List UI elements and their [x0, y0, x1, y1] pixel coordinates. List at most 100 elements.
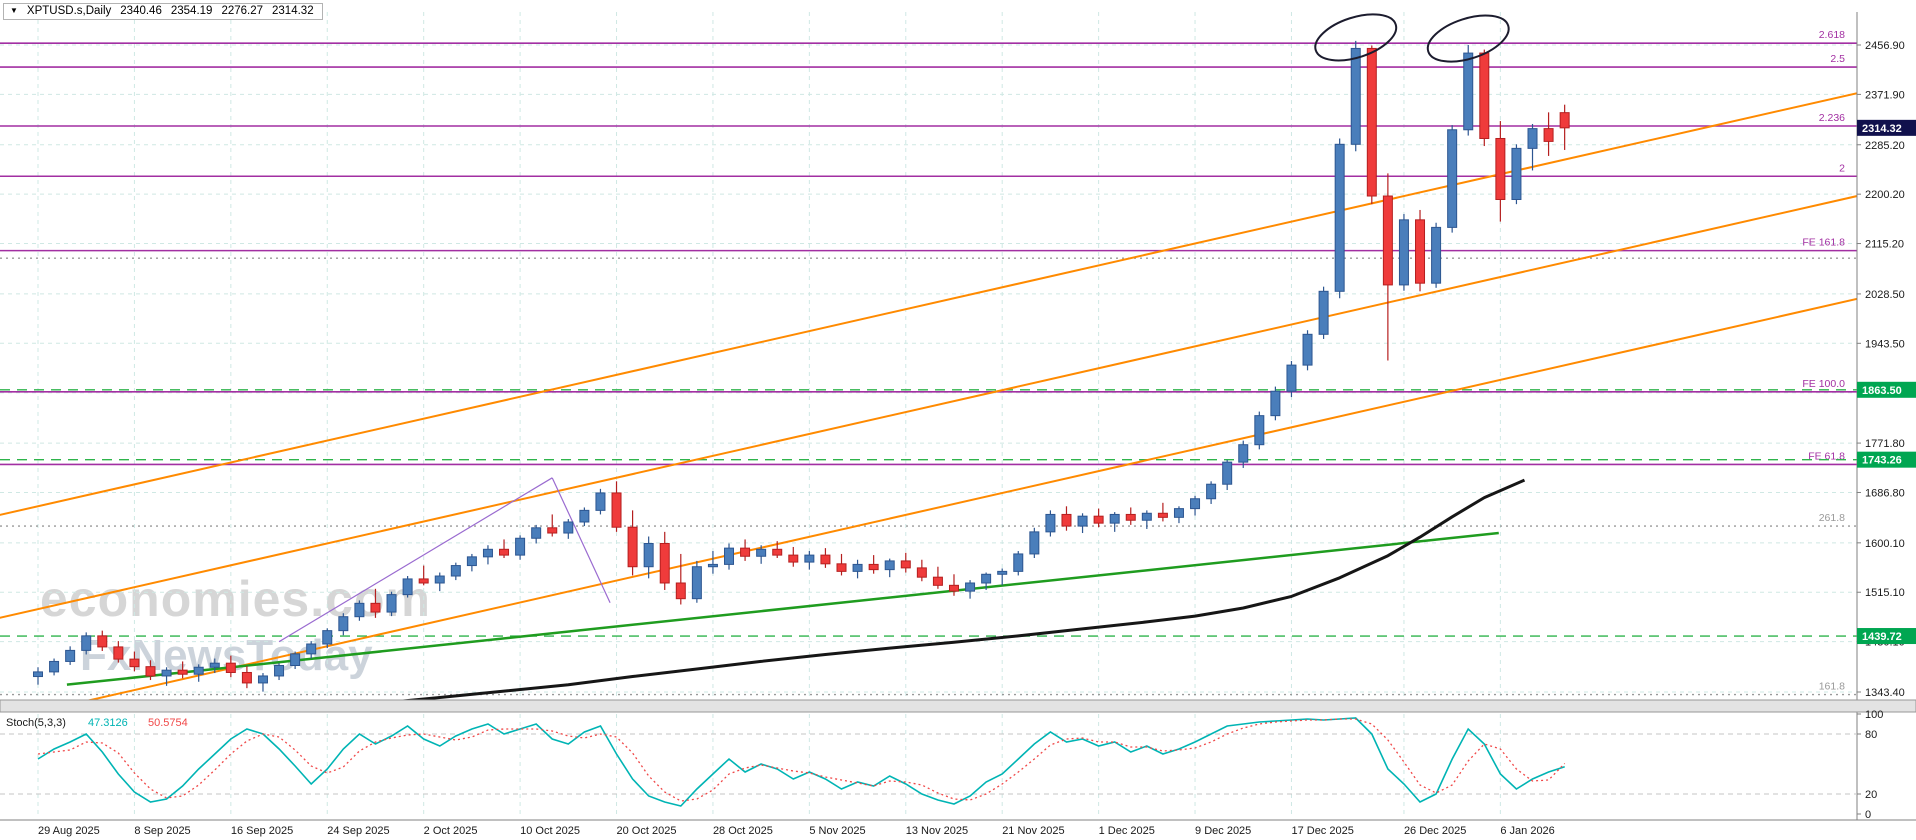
y-axis-label: 2285.20	[1865, 140, 1905, 152]
candle	[965, 582, 976, 592]
candle	[306, 643, 317, 655]
indicator-scale-label: 20	[1865, 789, 1877, 801]
indicator-panel: 100 80 20 0 Stoch(5,3,3) 47.3126 50.5754	[0, 709, 1883, 821]
x-axis-label: 5 Nov 2025	[809, 825, 865, 837]
candle	[1157, 512, 1168, 518]
candle	[1270, 390, 1281, 417]
chart-dropdown-icon[interactable]: ▼	[10, 6, 18, 15]
candle	[1527, 128, 1538, 149]
candle	[1125, 513, 1136, 521]
candle	[1479, 52, 1490, 139]
candle	[707, 563, 718, 568]
candle	[161, 669, 172, 677]
grid-layer	[0, 12, 1857, 814]
long-ma-line	[397, 478, 1526, 700]
candle	[772, 548, 783, 556]
x-axis-label: 2 Oct 2025	[424, 825, 478, 837]
x-axis-label: 21 Nov 2025	[1002, 825, 1064, 837]
x-axis-label: 29 Aug 2025	[38, 825, 100, 837]
price-tag-value: 1439.72	[1862, 631, 1902, 643]
candle	[691, 566, 702, 600]
x-axis-label: 20 Oct 2025	[617, 825, 677, 837]
candle	[868, 563, 879, 571]
y-axis-label: 1515.10	[1865, 587, 1905, 599]
time-axis: 29 Aug 2025 8 Sep 2025 16 Sep 2025 24 Sep 2…	[38, 825, 1555, 837]
candle	[370, 602, 381, 613]
y-axis-label: 1343.40	[1865, 687, 1905, 699]
indicator-scale-label: 0	[1865, 809, 1871, 821]
ohlc-close: 2314.32	[272, 5, 314, 17]
candle	[981, 573, 992, 584]
candle	[1206, 483, 1217, 500]
candle	[820, 554, 831, 565]
candle	[434, 575, 445, 584]
x-axis-label: 16 Sep 2025	[231, 825, 293, 837]
x-axis-label: 28 Oct 2025	[713, 825, 773, 837]
level-label: 2.5	[1830, 53, 1845, 65]
y-axis-label: 2456.90	[1865, 40, 1905, 52]
candle	[177, 669, 188, 675]
level-price-tag	[1857, 628, 1916, 645]
x-axis-label: 13 Nov 2025	[906, 825, 968, 837]
x-axis-label: 17 Dec 2025	[1291, 825, 1353, 837]
indicator-signal-value: 50.5754	[148, 717, 188, 729]
candle	[1382, 195, 1393, 286]
highlight-ellipse	[1314, 13, 1398, 62]
candle	[852, 563, 863, 572]
candle	[338, 616, 349, 632]
x-axis-label: 26 Dec 2025	[1404, 825, 1466, 837]
candle	[113, 646, 124, 660]
candle	[932, 576, 943, 586]
level-label: FE 161.8	[1802, 237, 1845, 249]
candle	[1463, 52, 1474, 131]
candle	[1366, 47, 1377, 197]
level-price-tag	[1857, 451, 1916, 468]
candle	[1222, 461, 1233, 485]
candle	[1447, 129, 1458, 228]
candle	[1061, 513, 1072, 527]
candle	[515, 537, 526, 556]
violet-trendline-up	[278, 477, 553, 643]
candle	[1141, 512, 1152, 521]
level-label: 2	[1839, 162, 1845, 174]
ohlc-open: 2340.46	[120, 5, 162, 17]
stoch-signal-line	[37, 718, 1566, 802]
candle	[1286, 364, 1297, 392]
y-axis-label: 1600.10	[1865, 538, 1905, 550]
channel-line-middle	[0, 195, 1857, 619]
candle	[1318, 290, 1329, 335]
current-price-tag	[1857, 119, 1916, 136]
candle	[322, 630, 333, 645]
candle	[724, 547, 735, 565]
support-trendline	[66, 531, 1499, 686]
candle	[209, 662, 220, 668]
y-axis-label: 2371.90	[1865, 89, 1905, 101]
candle	[1511, 147, 1522, 201]
level-label: FE 61.8	[1808, 450, 1845, 462]
candle	[274, 665, 285, 677]
candle	[1334, 143, 1345, 292]
candle	[290, 653, 301, 667]
panel-splitter[interactable]	[0, 699, 1916, 713]
candle	[611, 492, 622, 528]
indicator-main-value: 47.3126	[88, 717, 128, 729]
ohlc-low: 2276.27	[221, 5, 264, 17]
candle	[450, 565, 461, 577]
x-axis-label: 10 Oct 2025	[520, 825, 580, 837]
candle	[756, 548, 767, 557]
candle	[900, 560, 911, 569]
candle	[1302, 333, 1313, 366]
candle	[595, 492, 606, 511]
y-axis-label: 2200.20	[1865, 189, 1905, 201]
candle	[97, 635, 108, 648]
candle	[225, 662, 236, 673]
level-label: 261.8	[1819, 512, 1845, 524]
candle	[1238, 444, 1249, 463]
y-axis-label: 1771.80	[1865, 438, 1905, 450]
candle	[1173, 508, 1184, 518]
y-axis-label: 2115.20	[1865, 239, 1904, 251]
x-axis-label: 1 Dec 2025	[1099, 825, 1155, 837]
indicator-scale-label: 80	[1865, 729, 1877, 741]
